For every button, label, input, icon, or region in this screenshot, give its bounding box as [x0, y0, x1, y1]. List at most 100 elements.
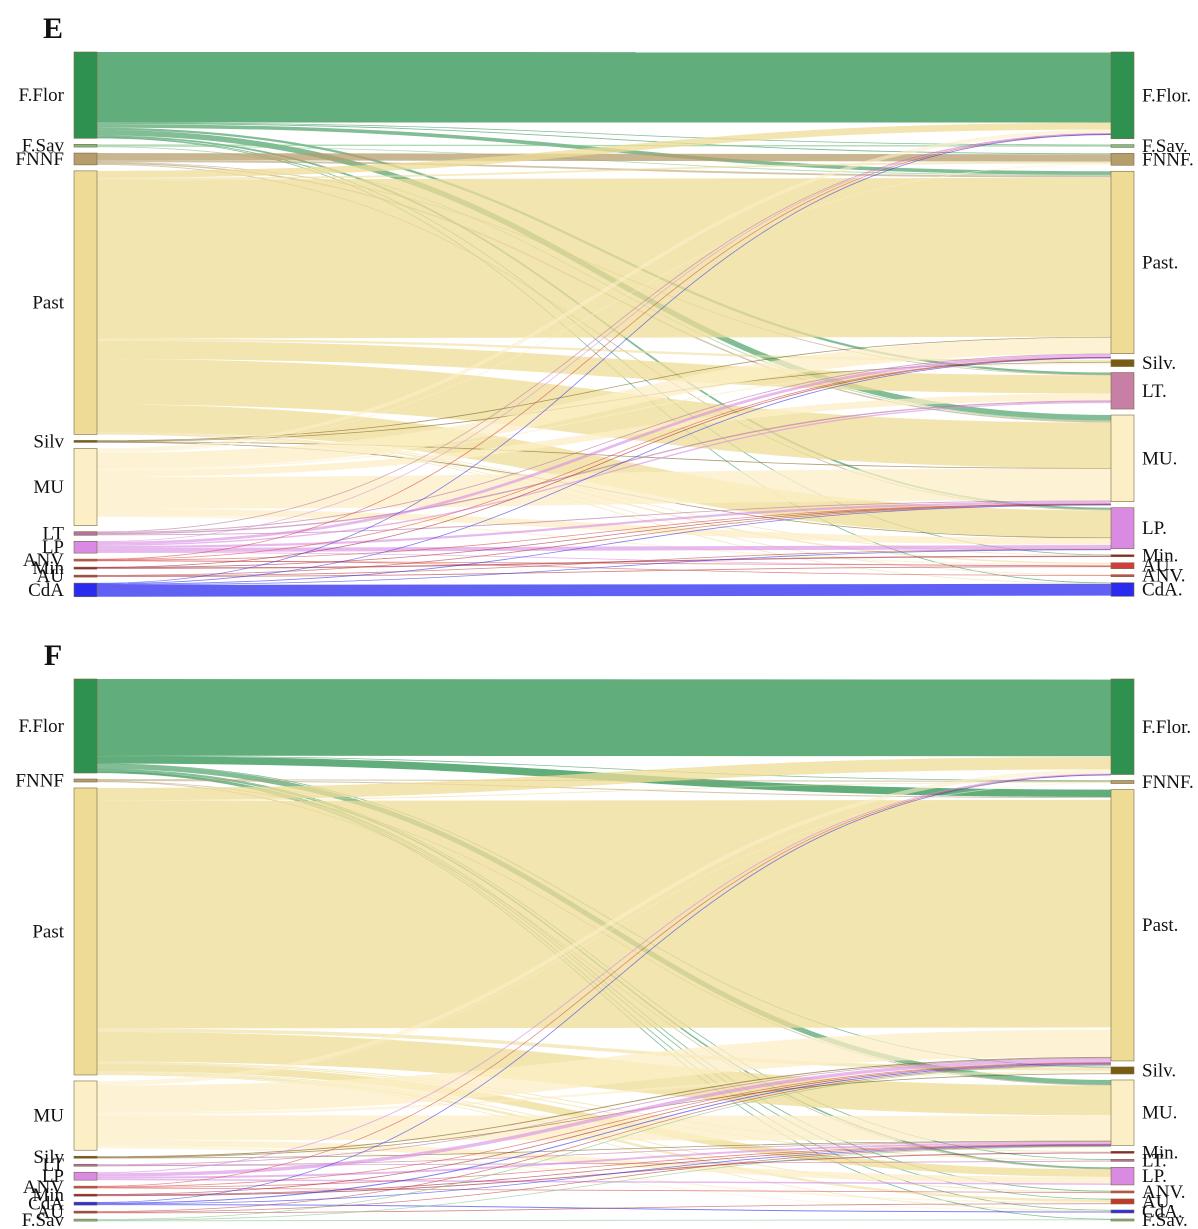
left-label-lp: LP	[42, 537, 64, 558]
flow-mu-to-lp	[96, 1139, 1112, 1184]
left-label-f-sav: F.Sav	[22, 136, 65, 157]
left-label-anv: ANV	[23, 1177, 64, 1198]
flow-mu-to-lp	[96, 508, 1112, 545]
left-label-lp: LP	[42, 1166, 64, 1187]
flow-lp-to-lp	[96, 544, 1112, 553]
right-label-f-sav: F.Sav.	[1142, 136, 1188, 157]
flow-cda-to-cda	[96, 583, 1112, 597]
right-node-f-flor	[1110, 51, 1135, 139]
left-label-f-flor: F.Flor	[19, 716, 65, 737]
right-node-silv	[1110, 1066, 1135, 1075]
flow-cda-to-lp	[96, 549, 1112, 586]
flow-silv-to-mu	[96, 441, 1112, 469]
right-label-au: AU.	[1142, 1191, 1174, 1212]
left-label-fnnf: FNNF	[15, 770, 64, 791]
left-node-min	[73, 1193, 98, 1197]
flow-fnnf-to-fnnf	[96, 153, 1112, 162]
flow-fnnf-to-past	[96, 160, 1112, 178]
right-label-anv: ANV.	[1142, 566, 1185, 587]
right-node-min	[1110, 1151, 1135, 1154]
flow-lp-to-f-flor	[96, 133, 1112, 542]
right-label-mu: MU.	[1142, 448, 1177, 469]
flow-past-to-f-flor	[96, 757, 1112, 801]
right-label-silv: Silv.	[1142, 1060, 1176, 1081]
right-node-lt	[1110, 1159, 1135, 1162]
flow-f-sav-to-mu	[96, 1146, 1112, 1221]
left-node-anv	[73, 558, 98, 562]
flow-silv-to-past	[96, 1056, 1112, 1158]
flow-past-to-mu	[96, 358, 1112, 469]
right-label-cda: CdA.	[1142, 580, 1183, 601]
left-label-f-sav: F.Sav	[22, 1210, 65, 1229]
right-node-fnnf	[1110, 153, 1135, 166]
left-node-past	[73, 170, 98, 435]
flow-au-to-mu	[96, 504, 1112, 576]
left-label-mu: MU	[33, 1106, 64, 1127]
right-node-lt	[1110, 372, 1135, 410]
right-label-lp: LP.	[1142, 1166, 1167, 1187]
left-node-anv	[73, 1185, 98, 1189]
left-label-silv: Silv	[33, 1147, 64, 1168]
flow-cda-to-f-flor	[96, 134, 1112, 584]
right-node-fnnf	[1110, 780, 1135, 784]
left-label-mu: MU	[33, 477, 64, 498]
flow-mu-to-fnnf	[96, 163, 1112, 453]
left-node-lp	[73, 1171, 98, 1181]
flow-lt-to-past	[96, 1057, 1112, 1166]
left-node-past	[73, 787, 98, 1076]
right-label-f-flor: F.Flor.	[1142, 85, 1191, 106]
right-node-silv	[1110, 359, 1135, 367]
left-node-au	[73, 1210, 98, 1214]
left-node-f-flor	[73, 51, 98, 139]
left-node-lp	[73, 540, 98, 554]
left-node-cda	[73, 1201, 98, 1206]
flow-cda-to-past	[96, 1063, 1112, 1204]
flow-anv-to-anv	[96, 1187, 1112, 1194]
flow-mu-to-f-flor	[96, 769, 1112, 1085]
flow-au-to-au	[96, 1203, 1112, 1214]
left-label-au: AU	[37, 566, 65, 587]
right-node-f-sav	[1110, 144, 1135, 148]
left-label-f-flor: F.Flor	[19, 85, 65, 106]
flow-cda-to-past	[96, 357, 1112, 585]
flow-mu-to-fnnf	[96, 782, 1112, 1086]
left-node-lt	[73, 531, 98, 536]
left-node-f-sav	[73, 144, 98, 148]
left-label-past: Past	[32, 293, 64, 314]
right-node-anv	[1110, 1190, 1135, 1194]
flow-mu-to-cda	[96, 1147, 1112, 1212]
right-label-anv: ANV.	[1142, 1182, 1185, 1203]
flow-lt-to-f-flor	[96, 133, 1112, 533]
left-node-lt	[73, 1163, 98, 1167]
left-node-f-sav	[73, 1218, 98, 1222]
right-label-min: Min.	[1142, 546, 1178, 567]
flow-f-sav-to-past	[96, 1065, 1112, 1220]
left-label-lt: LT	[43, 523, 65, 544]
flow-anv-to-f-flor	[96, 133, 1112, 560]
flow-f-flor-to-f-sav	[96, 122, 1112, 146]
flow-min-to-past	[96, 357, 1112, 568]
left-node-cda	[73, 582, 98, 598]
right-label-silv: Silv.	[1142, 353, 1176, 374]
right-label-fnnf: FNNF.	[1142, 772, 1194, 793]
flow-lp-to-past	[96, 354, 1112, 545]
flow-lt-to-lt	[96, 400, 1112, 535]
right-node-cda	[1110, 1209, 1135, 1214]
panel-label: E	[43, 12, 63, 45]
right-node-mu	[1110, 1079, 1135, 1146]
flow-lp-to-lt	[96, 401, 1112, 546]
flow-silv-to-silv	[96, 1073, 1112, 1158]
left-label-past: Past	[32, 921, 64, 942]
flow-anv-to-mu	[96, 1143, 1112, 1188]
flow-past-to-fnnf	[96, 161, 1112, 180]
flow-lp-to-mu	[96, 501, 1112, 549]
flow-mu-to-past	[96, 1029, 1112, 1113]
left-node-f-flor	[73, 678, 98, 774]
left-label-cda: CdA	[28, 580, 64, 601]
flow-f-sav-to-f-sav	[96, 1219, 1112, 1222]
left-label-anv: ANV	[23, 550, 64, 571]
flow-min-to-past	[96, 1062, 1112, 1195]
right-node-au	[1110, 1198, 1135, 1205]
flow-au-to-past	[96, 1064, 1112, 1212]
left-label-au: AU	[37, 1202, 65, 1223]
